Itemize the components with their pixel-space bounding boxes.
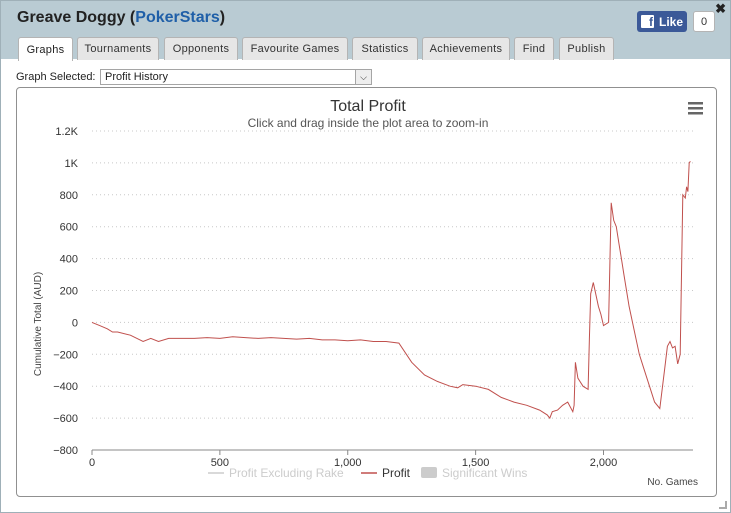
legend-item-profit-excluding-rake[interactable]: Profit Excluding Rake	[208, 466, 344, 480]
legend-label: Significant Wins	[442, 466, 527, 480]
legend-symbol	[421, 467, 437, 478]
tab-tournaments[interactable]: Tournaments	[77, 37, 159, 60]
hamburger-menu-icon[interactable]	[688, 102, 703, 115]
y-tick-label: −800	[53, 445, 78, 457]
series-line-profit[interactable]	[91, 161, 691, 420]
resize-grip[interactable]	[719, 501, 727, 509]
y-tick-label: 600	[60, 222, 78, 234]
chart-title: Total Profit	[330, 98, 406, 115]
legend-item-significant-wins[interactable]: Significant Wins	[421, 466, 527, 480]
title-paren-open: (	[125, 9, 136, 26]
close-icon[interactable]: ✖	[715, 1, 726, 16]
y-axis-ticks: 1.2K 1K 800 600 400 200 0 −200 −400 −600 −800	[53, 126, 78, 457]
tab-publish[interactable]: Publish	[559, 37, 614, 60]
tab-graphs[interactable]: Graphs	[18, 37, 73, 61]
x-tick-label: 1,000	[334, 457, 362, 469]
y-tick-label: 1K	[65, 158, 79, 170]
y-tick-label: 800	[60, 190, 78, 202]
series-group	[91, 161, 691, 420]
legend-label: Profit	[382, 466, 411, 480]
tab-favourite-games[interactable]: Favourite Games	[242, 37, 348, 60]
facebook-like-button[interactable]: f Like	[637, 11, 687, 32]
tab-find[interactable]: Find	[514, 37, 554, 60]
graph-select-label: Graph Selected:	[16, 71, 96, 83]
x-tick-label: 2,000	[590, 457, 618, 469]
like-count: 0	[693, 11, 715, 32]
graph-select-value: Profit History	[105, 71, 168, 83]
x-axis-label: No. Games	[647, 477, 698, 488]
y-tick-label: 200	[60, 286, 78, 298]
y-axis-label: Cumulative Total (AUD)	[33, 272, 44, 376]
chart-container: Total Profit Click and drag inside the p…	[16, 87, 717, 497]
grid-lines	[92, 130, 693, 451]
chart-legend: Profit Excluding Rake Profit Significant W…	[208, 466, 527, 480]
tab-achievements[interactable]: Achievements	[422, 37, 510, 60]
y-tick-label: 1.2K	[55, 126, 78, 138]
player-name: Greave Doggy	[17, 9, 126, 26]
profit-chart[interactable]: Total Profit Click and drag inside the p…	[17, 88, 718, 498]
y-tick-label: −600	[53, 413, 78, 425]
legend-item-profit[interactable]: Profit	[361, 466, 411, 480]
y-tick-label: 0	[72, 317, 78, 329]
y-tick-label: −400	[53, 381, 78, 393]
y-tick-label: 400	[60, 254, 78, 266]
y-tick-label: −200	[53, 349, 78, 361]
legend-label: Profit Excluding Rake	[229, 466, 344, 480]
x-tick-label: 500	[211, 457, 229, 469]
window-title: Greave Doggy (PokerStars)	[17, 9, 225, 27]
chevron-down-icon[interactable]: ⌵	[355, 70, 371, 84]
facebook-f-icon: f	[641, 15, 654, 29]
like-label: Like	[659, 14, 684, 29]
chart-subtitle: Click and drag inside the plot area to z…	[248, 116, 489, 130]
x-axis-ticks: 0 500 1,000 1,500 2,000	[89, 450, 617, 469]
graph-select-dropdown[interactable]: Profit History ⌵	[100, 69, 372, 85]
x-tick-label: 1,500	[462, 457, 490, 469]
title-paren-close: )	[219, 9, 226, 26]
tab-opponents[interactable]: Opponents	[164, 37, 238, 60]
poker-site-link[interactable]: PokerStars	[135, 9, 220, 26]
tab-statistics[interactable]: Statistics	[352, 37, 418, 60]
x-tick-label: 0	[89, 457, 95, 469]
